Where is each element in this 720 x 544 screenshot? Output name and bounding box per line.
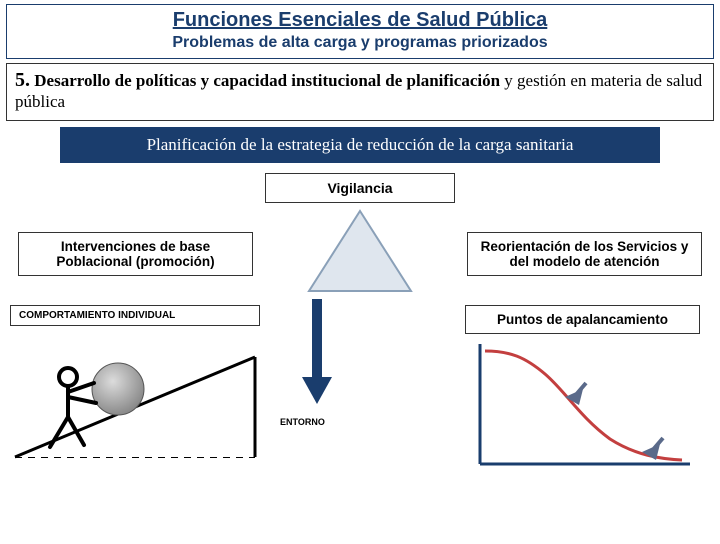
puntos-box: Puntos de apalancamiento <box>465 305 700 334</box>
strategy-bar: Planificación de la estrategia de reducc… <box>60 127 660 163</box>
entorno-label: ENTORNO <box>280 417 325 427</box>
arrow-down-icon <box>302 299 332 409</box>
reorientacion-box: Reorientación de los Servicios y del mod… <box>467 232 702 276</box>
header-box: Funciones Esenciales de Salud Pública Pr… <box>6 4 714 59</box>
triangle-row: Intervenciones de base Poblacional (prom… <box>0 203 720 299</box>
decline-curve-chart <box>470 339 700 479</box>
page-title: Funciones Esenciales de Salud Pública <box>7 9 713 32</box>
intervenciones-box: Intervenciones de base Poblacional (prom… <box>18 232 253 276</box>
sisyphus-illustration <box>10 329 260 469</box>
triangle-icon <box>300 209 420 299</box>
vigilancia-box: Vigilancia <box>265 173 455 203</box>
comportamiento-box: COMPORTAMIENTO INDIVIDUAL <box>10 305 260 326</box>
lower-region: COMPORTAMIENTO INDIVIDUAL Puntos de apal… <box>0 299 720 499</box>
section-bold-text: Desarrollo de políticas y capacidad inst… <box>34 71 500 90</box>
section-number: 5. <box>15 69 30 91</box>
page-subtitle: Problemas de alta carga y programas prio… <box>7 34 713 52</box>
section-5-box: 5. Desarrollo de políticas y capacidad i… <box>6 63 714 121</box>
